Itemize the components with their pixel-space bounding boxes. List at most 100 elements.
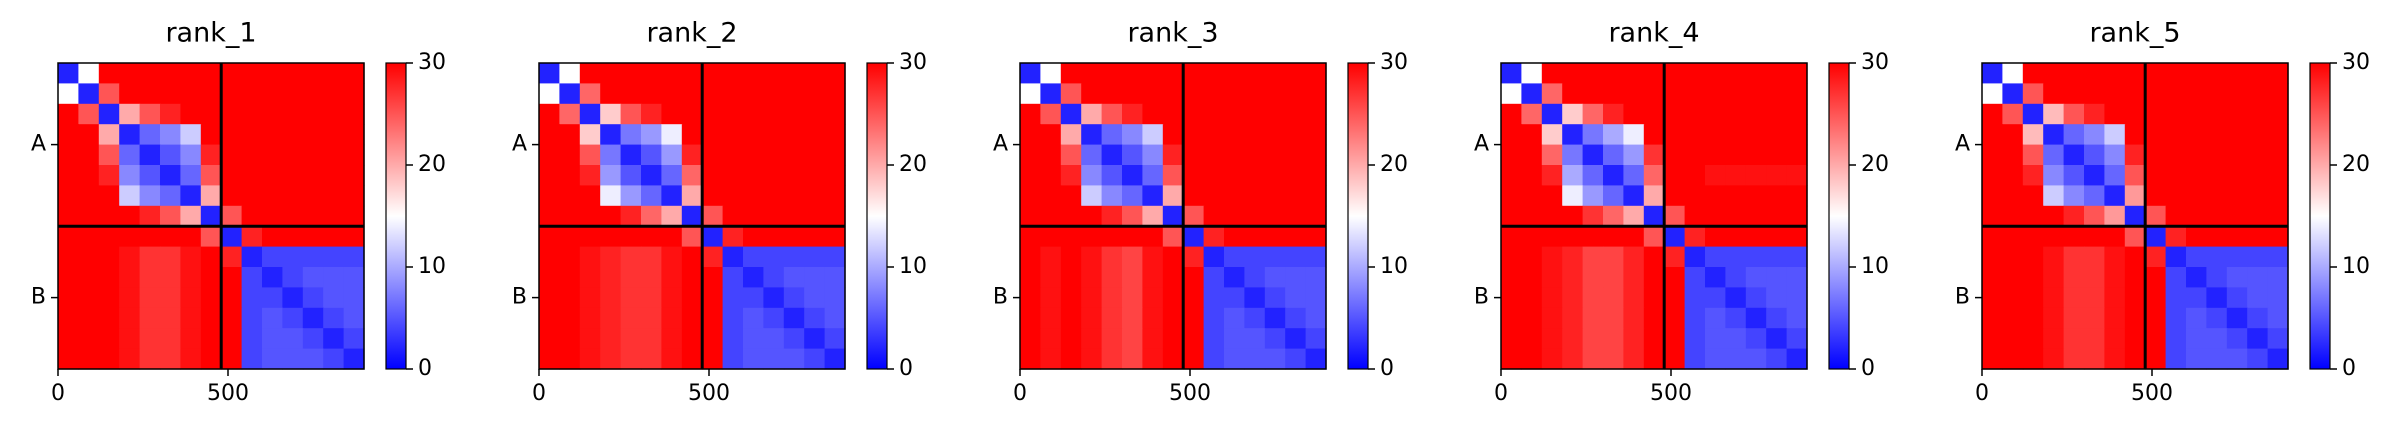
heatmap-cell — [343, 267, 365, 288]
heatmap-cell — [1285, 267, 1307, 288]
heatmap-cell — [2104, 307, 2126, 329]
heatmap-cell — [200, 63, 222, 84]
heatmap-cell — [1501, 348, 1522, 370]
heatmap-cell — [702, 328, 724, 350]
heatmap-cell — [2002, 307, 2024, 329]
heatmap-cell — [2002, 63, 2024, 84]
heatmap-cell — [1142, 144, 1164, 166]
heatmap-cell — [783, 103, 805, 125]
heatmap-cell — [2145, 63, 2167, 84]
heatmap-cell — [1020, 83, 1041, 105]
heatmap-cell — [783, 165, 805, 186]
heatmap-cell — [1285, 124, 1307, 146]
heatmap-cell — [2165, 205, 2187, 227]
heatmap-cell — [2206, 165, 2228, 186]
heatmap-cell — [1060, 185, 1082, 207]
heatmap-cell — [2247, 328, 2269, 350]
heatmap-cell — [1020, 348, 1041, 370]
heatmap-cell — [1705, 144, 1726, 166]
heatmap-cell — [1725, 165, 1747, 186]
heatmap-cell — [1203, 83, 1225, 105]
heatmap-cell — [641, 83, 662, 105]
heatmap-cell — [1060, 83, 1082, 105]
heatmap-cell — [824, 185, 846, 207]
heatmap-cell — [661, 83, 683, 105]
y-tick-label: B — [1474, 285, 1489, 310]
heatmap-cell — [1285, 328, 1307, 350]
heatmap-cell — [783, 246, 805, 268]
heatmap-cell — [1745, 267, 1767, 288]
heatmap-cell — [1684, 246, 1706, 268]
heatmap-cell — [2186, 246, 2207, 268]
heatmap-cell — [58, 103, 79, 125]
heatmap-cell — [58, 328, 79, 350]
heatmap-cell — [1183, 83, 1205, 105]
y-tick-label: B — [31, 285, 46, 310]
heatmap-cell — [1081, 287, 1103, 309]
heatmap-cell — [1982, 287, 2003, 309]
heatmap-cell — [1705, 287, 1726, 309]
heatmap-cell — [1060, 144, 1082, 166]
heatmap-cell — [1705, 328, 1726, 350]
heatmap-cell — [579, 185, 601, 207]
heatmap-cell — [702, 226, 724, 248]
heatmap-cell — [1285, 63, 1307, 84]
heatmap-cell — [1521, 205, 1543, 227]
heatmap-cell — [2145, 205, 2167, 227]
heatmap-cell — [58, 287, 79, 309]
heatmap-cell — [2206, 103, 2228, 125]
heatmap-cell — [783, 83, 805, 105]
heatmap-cell — [1745, 348, 1767, 370]
heatmap-cell — [2124, 83, 2146, 105]
heatmap-cell — [1501, 246, 1522, 268]
heatmap-cell — [1501, 226, 1522, 248]
heatmap-cell — [1501, 185, 1522, 207]
heatmap-cell — [1745, 328, 1767, 350]
heatmap-cell — [1684, 267, 1706, 288]
heatmap-cell — [2267, 63, 2289, 84]
heatmap-cell — [1705, 103, 1726, 125]
heatmap-cell — [1582, 103, 1604, 125]
heatmap-cell — [1745, 165, 1767, 186]
heatmap-cell — [722, 124, 744, 146]
heatmap-cell — [1081, 328, 1103, 350]
heatmap-cell — [1244, 267, 1266, 288]
heatmap-cell — [98, 328, 120, 350]
heatmap-cell — [1203, 307, 1225, 329]
heatmap-cell — [2043, 124, 2065, 146]
heatmap-cell — [1521, 83, 1543, 105]
heatmap-cell — [2022, 287, 2044, 309]
heatmap-cell — [2084, 144, 2105, 166]
heatmap-cell — [1224, 83, 1245, 105]
heatmap-cell — [160, 205, 181, 227]
heatmap-cell — [180, 348, 202, 370]
heatmap-cell — [1305, 328, 1327, 350]
heatmap-cell — [139, 205, 161, 227]
heatmap-cell — [1122, 307, 1143, 329]
heatmap-cell — [221, 226, 243, 248]
heatmap-cell — [1264, 348, 1286, 370]
heatmap-cell — [2247, 185, 2269, 207]
heatmap-cell — [2002, 185, 2024, 207]
heatmap-cell — [1142, 307, 1164, 329]
heatmap-cell — [2124, 246, 2146, 268]
heatmap-cell — [1020, 287, 1041, 309]
heatmap-cell — [824, 246, 846, 268]
heatmap-cell — [1664, 144, 1686, 166]
heatmap-cell — [1705, 226, 1726, 248]
heatmap-cell — [2186, 185, 2207, 207]
heatmap-cell — [1244, 226, 1266, 248]
heatmap-cell — [200, 307, 222, 329]
heatmap-cell — [2002, 287, 2024, 309]
heatmap-cell — [2165, 328, 2187, 350]
heatmap-cell — [1081, 83, 1103, 105]
heatmap-cell — [1081, 307, 1103, 329]
heatmap-cell — [1122, 328, 1143, 350]
heatmap-cell — [1224, 287, 1245, 309]
heatmap-cell — [1603, 103, 1624, 125]
heatmap-cell — [1643, 185, 1665, 207]
y-tick-label: B — [993, 285, 1008, 310]
heatmap-cell — [2043, 328, 2065, 350]
heatmap-cell — [579, 63, 601, 84]
heatmap-cell — [343, 124, 365, 146]
